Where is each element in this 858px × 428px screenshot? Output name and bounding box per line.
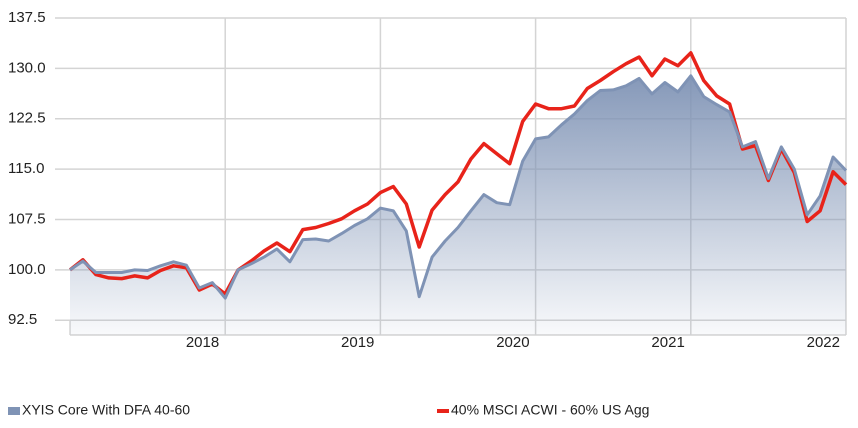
x-tick-label: 2020 bbox=[496, 334, 529, 351]
area bbox=[70, 75, 846, 336]
series-line bbox=[68, 51, 848, 296]
legend-swatch bbox=[8, 407, 20, 415]
y-tick-label: 107.5 bbox=[8, 210, 46, 227]
y-tick-label: 100.0 bbox=[8, 261, 46, 278]
y-tick-label: 115.0 bbox=[8, 160, 44, 177]
y-tick-label: 130.0 bbox=[8, 59, 46, 76]
x-tick-label: 2022 bbox=[807, 334, 840, 351]
x-tick-label: 2019 bbox=[341, 334, 374, 351]
legend-swatch bbox=[437, 409, 449, 413]
series-line bbox=[69, 74, 848, 300]
y-tick-label: 137.5 bbox=[8, 9, 46, 26]
legend-label: 40% MSCI ACWI - 60% US Agg bbox=[451, 402, 649, 418]
x-tick-label: 2021 bbox=[651, 334, 684, 351]
y-tick-label: 92.5 bbox=[8, 311, 37, 328]
y-tick-label: 122.5 bbox=[8, 110, 46, 127]
x-tick-label: 2018 bbox=[186, 334, 219, 351]
legend-label: XYIS Core With DFA 40-60 bbox=[22, 402, 190, 418]
